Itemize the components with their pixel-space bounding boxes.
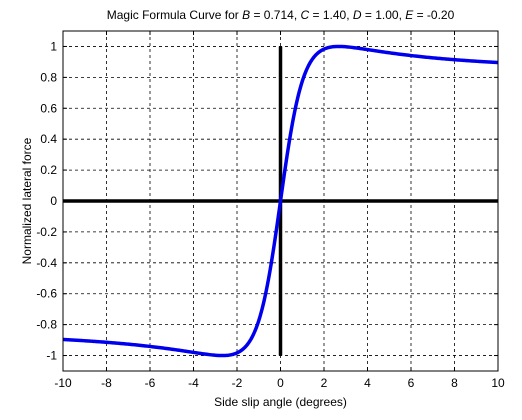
y-tick-label: 0.2 (40, 163, 57, 177)
x-tick-labels: -10 -8 -6 -4 -2 0 2 4 6 8 10 (54, 376, 505, 390)
y-tick-label: -0.2 (36, 225, 57, 239)
y-tick-label: 0.6 (40, 101, 57, 115)
chart-title: Magic Formula Curve for B = 0.714, C = 1… (107, 8, 455, 22)
x-tick-label: 4 (364, 376, 371, 390)
y-tick-label: -1 (46, 349, 57, 363)
x-tick-label: 6 (408, 376, 415, 390)
series-layer (62, 44, 499, 358)
x-tick-label: -6 (145, 376, 156, 390)
y-tick-label: -0.6 (36, 287, 57, 301)
magic-formula-series-line (62, 44, 499, 358)
x-tick-label: -4 (188, 376, 199, 390)
x-tick-label: -8 (101, 376, 112, 390)
y-tick-label: 0.4 (40, 132, 57, 146)
axis-ticks (62, 31, 499, 371)
y-tick-label: 0.8 (40, 70, 57, 84)
y-axis-label: Normalized lateral force (20, 137, 34, 264)
x-tick-label: 8 (451, 376, 458, 390)
x-tick-label: 2 (321, 376, 328, 390)
x-tick-label: 10 (491, 376, 505, 390)
x-axis-label: Side slip angle (degrees) (214, 395, 347, 409)
x-tick-label: -2 (232, 376, 243, 390)
y-tick-label: -0.4 (36, 256, 57, 270)
y-tick-labels: -1 -0.8 -0.6 -0.4 -0.2 0 0.2 0.4 0.6 0.8 1 (36, 39, 57, 362)
y-tick-label: 1 (50, 39, 57, 53)
x-tick-label: 0 (277, 376, 284, 390)
x-tick-label: -10 (54, 376, 72, 390)
y-tick-label: 0 (50, 194, 57, 208)
y-tick-label: -0.8 (36, 318, 57, 332)
